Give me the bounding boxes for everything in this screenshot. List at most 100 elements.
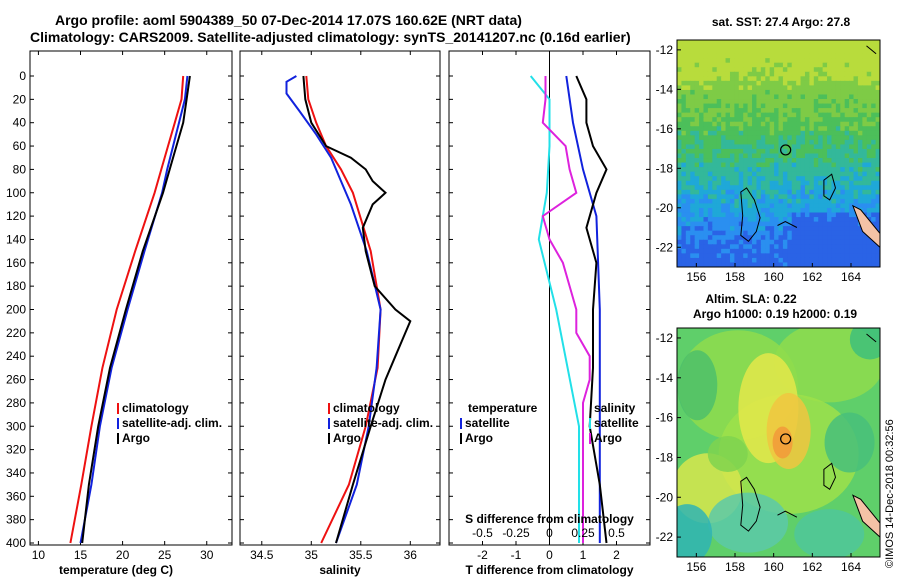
sst-cell (796, 203, 802, 209)
sst-cell (765, 162, 771, 168)
sst-cell (871, 40, 877, 46)
sst-cell (818, 158, 824, 164)
sst-cell (804, 253, 810, 259)
sst-cell (782, 226, 788, 232)
sst-cell (734, 126, 740, 132)
sst-cell (716, 235, 722, 241)
sst-cell (699, 94, 705, 100)
sst-cell (857, 139, 863, 146)
sst-cell (875, 244, 880, 250)
sst-cell (765, 198, 771, 205)
sst-cell (871, 108, 877, 114)
sst-cell (796, 244, 802, 250)
sst-cell (685, 230, 691, 236)
sst-cell (712, 257, 718, 264)
sst-cell (804, 76, 810, 82)
sst-cell (813, 167, 819, 173)
sst-cell (694, 126, 700, 132)
sst-cell (752, 126, 758, 132)
sst-cell (743, 53, 749, 59)
sst-cell (707, 108, 713, 114)
sst-cell (818, 194, 824, 200)
sst-cell (791, 262, 797, 267)
sst-cell (844, 99, 850, 105)
sst-cell (721, 153, 727, 159)
sst-cell (804, 176, 810, 182)
sst-cell (866, 94, 872, 100)
sst-cell (818, 130, 824, 136)
y-tick-label: 60 (13, 139, 27, 153)
sst-cell (752, 89, 758, 96)
sst-cell (813, 94, 819, 100)
sst-cell (849, 85, 855, 91)
sst-cell (707, 85, 713, 91)
sst-cell (844, 112, 850, 118)
sst-cell (685, 49, 691, 55)
sst-cell (831, 103, 837, 109)
sst-cell (840, 198, 846, 205)
sst-cell (866, 126, 872, 132)
sst-cell (694, 44, 700, 50)
map-y-tick-label: -20 (656, 201, 674, 215)
sst-cell (725, 162, 731, 168)
sst-cell (694, 203, 700, 209)
sst-cell (760, 230, 766, 236)
sst-cell (871, 130, 877, 136)
sst-cell (756, 189, 762, 195)
sst-cell (760, 185, 766, 191)
sst-cell (716, 71, 722, 77)
new-caledonia-island (851, 204, 880, 248)
sst-cell (765, 135, 771, 141)
sst-cell (844, 40, 850, 46)
sst-cell (800, 148, 806, 155)
sst-cell (694, 89, 700, 96)
sst-cell (699, 49, 705, 55)
sst-cell (760, 76, 766, 82)
sst-cell (809, 71, 815, 77)
sst-cell (782, 53, 788, 59)
sst-cell (862, 40, 868, 46)
sst-cell (694, 103, 700, 109)
sst-cell (690, 80, 696, 86)
sst-cell (729, 108, 735, 114)
sst-cell (787, 239, 793, 245)
sst-cell (747, 207, 753, 214)
sst-cell (791, 121, 797, 127)
sst-cell (712, 44, 718, 50)
sst-cell (699, 71, 705, 77)
sst-cell (707, 162, 713, 168)
sst-cell (690, 217, 696, 223)
sst-cell (796, 53, 802, 59)
sst-cell (800, 117, 806, 123)
sst-cell (831, 94, 837, 100)
sst-cell (818, 253, 824, 259)
sst-cell (778, 162, 784, 168)
sst-cell (707, 257, 713, 264)
sst-cell (681, 121, 687, 127)
sst-cell (729, 244, 735, 250)
sst-cell (791, 49, 797, 55)
sst-cell (694, 130, 700, 136)
map-y-tick-label: -14 (656, 371, 674, 385)
sst-cell (809, 89, 815, 96)
sst-cell (721, 230, 727, 236)
sst-cell (840, 80, 846, 86)
sst-cell (818, 221, 824, 227)
sst-cell (853, 226, 859, 232)
sst-cell (800, 71, 806, 77)
sst-cell (677, 144, 683, 150)
sst-cell (690, 253, 696, 259)
sst-cell (752, 135, 758, 141)
sst-cell (707, 235, 713, 241)
sst-cell (765, 253, 771, 259)
sst-cell (769, 99, 775, 105)
map-y-tick-label: -22 (656, 240, 674, 254)
sst-cell (778, 171, 784, 177)
sst-cell (677, 99, 683, 105)
sst-cell (782, 171, 788, 177)
sst-cell (756, 53, 762, 59)
sst-cell (694, 212, 700, 218)
sst-cell (796, 198, 802, 205)
sst-cell (875, 67, 880, 73)
sst-cell (813, 171, 819, 177)
